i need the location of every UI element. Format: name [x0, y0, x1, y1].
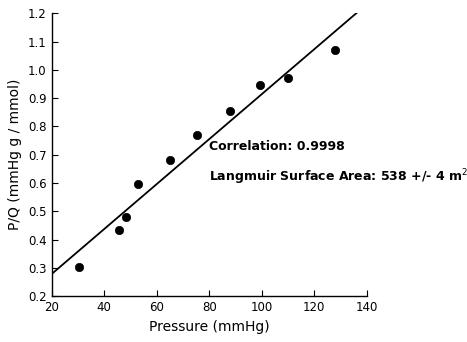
Y-axis label: P/Q (mmHg g / mmol): P/Q (mmHg g / mmol)	[8, 79, 22, 231]
Point	[115, 227, 122, 233]
X-axis label: Pressure (mmHg): Pressure (mmHg)	[149, 320, 269, 334]
Text: Langmuir Surface Area: 538 +/- 4 m$^2$/g: Langmuir Surface Area: 538 +/- 4 m$^2$/g	[209, 168, 467, 187]
Point	[332, 48, 339, 53]
Point	[123, 214, 130, 220]
Point	[75, 265, 83, 270]
Point	[134, 182, 142, 187]
Point	[166, 158, 173, 163]
Point	[194, 132, 201, 138]
Point	[226, 108, 234, 114]
Point	[257, 83, 264, 88]
Point	[284, 76, 292, 81]
Text: Correlation: 0.9998: Correlation: 0.9998	[209, 140, 345, 153]
